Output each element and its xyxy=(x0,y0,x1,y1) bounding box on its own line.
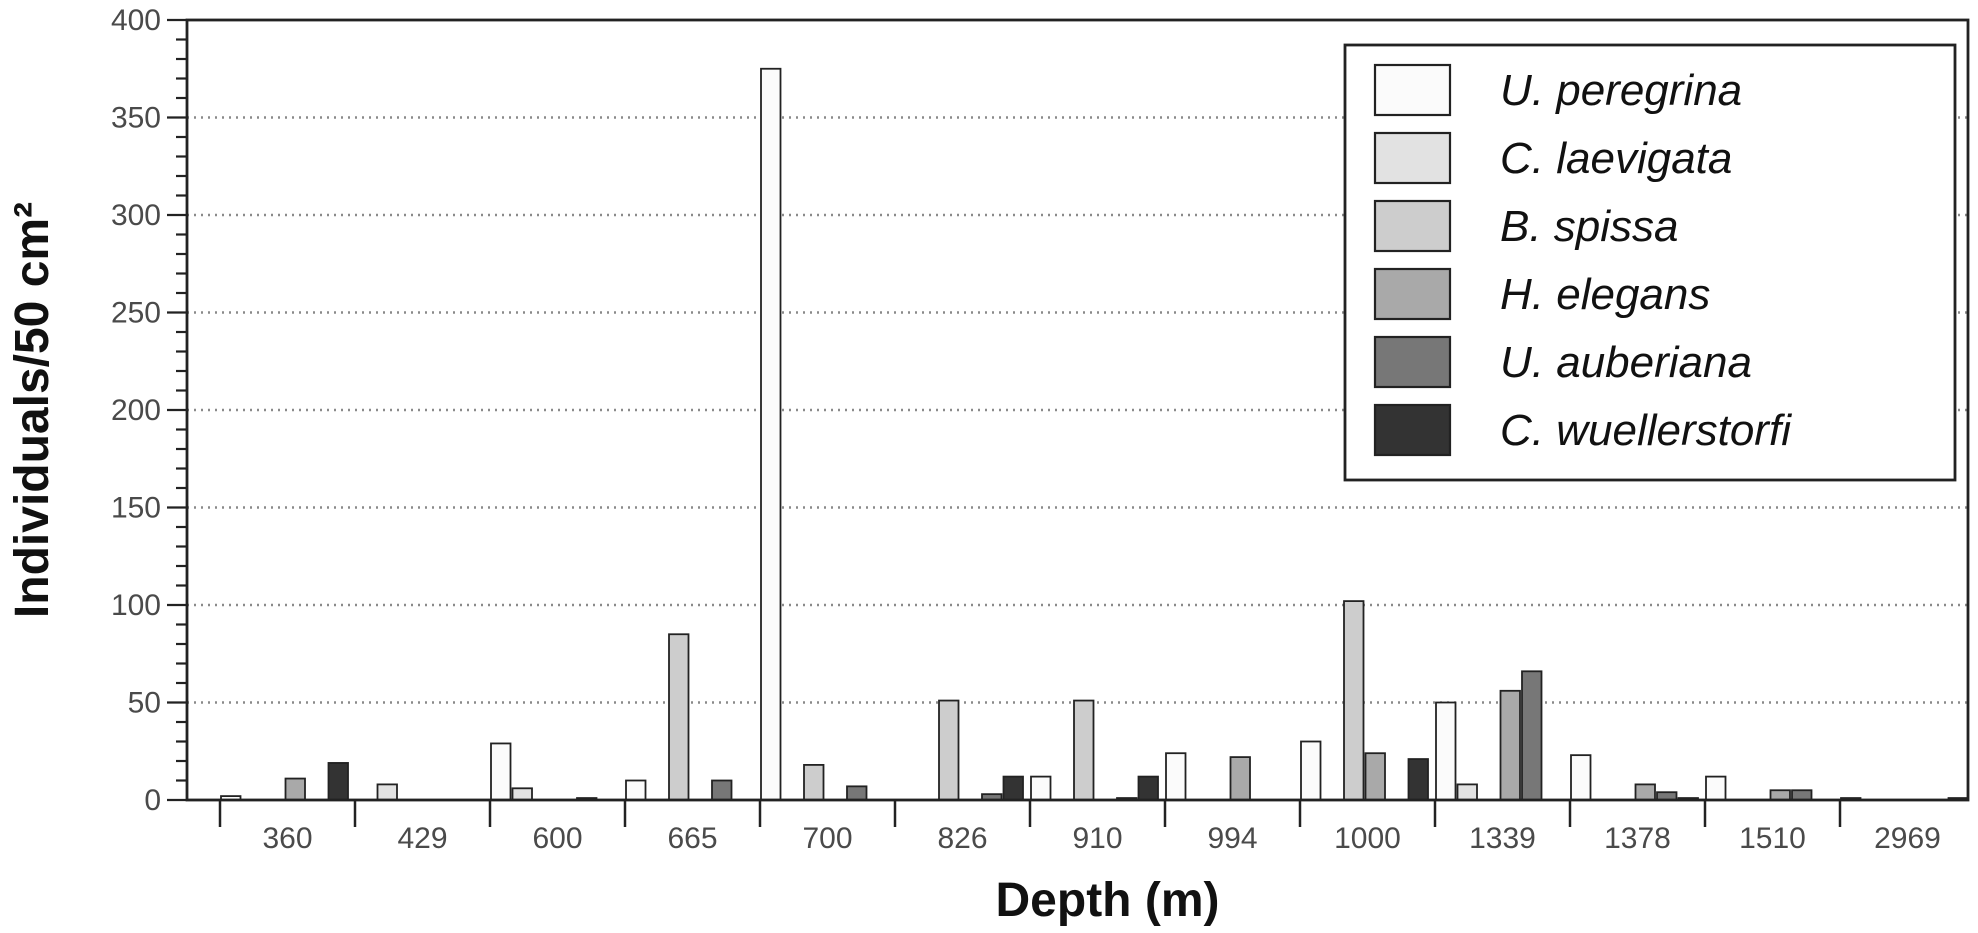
legend-swatch xyxy=(1373,199,1452,253)
legend-swatch xyxy=(1373,403,1452,457)
x-tick-label: 1000 xyxy=(1334,822,1401,855)
bar xyxy=(1456,783,1478,801)
y-axis-title: Individuals/50 cm² xyxy=(6,202,59,618)
x-tick-label: 826 xyxy=(937,822,987,855)
legend-label: U. peregrina xyxy=(1500,66,1742,115)
legend-swatch xyxy=(1373,267,1452,321)
y-tick-label: 50 xyxy=(128,687,161,720)
x-tick-label: 2969 xyxy=(1874,822,1941,855)
legend-label: H. elegans xyxy=(1500,270,1710,319)
bar xyxy=(490,742,512,801)
x-tick-label: 910 xyxy=(1072,822,1122,855)
plot-frame xyxy=(185,18,1970,802)
legend-label: B. spissa xyxy=(1500,202,1679,251)
bar xyxy=(284,777,306,801)
bar xyxy=(668,633,690,801)
bar xyxy=(1570,754,1592,801)
bar xyxy=(1300,740,1322,801)
legend-label: C. laevigata xyxy=(1500,134,1732,183)
bar xyxy=(1634,783,1656,801)
x-tick-label: 1378 xyxy=(1604,822,1671,855)
bar xyxy=(327,762,349,801)
y-tick-label: 300 xyxy=(111,199,161,232)
x-tick-label: 360 xyxy=(262,822,312,855)
bar xyxy=(1030,775,1052,801)
x-axis-title: Depth (m) xyxy=(996,874,1220,927)
bar xyxy=(1407,758,1429,801)
y-tick-label: 350 xyxy=(111,102,161,135)
bar xyxy=(938,699,960,801)
bar xyxy=(1343,600,1365,801)
x-tick-label: 600 xyxy=(532,822,582,855)
x-tick-label: 994 xyxy=(1207,822,1257,855)
bar xyxy=(1705,775,1727,801)
bar xyxy=(803,764,825,801)
y-tick-label: 100 xyxy=(111,589,161,622)
y-tick-label: 200 xyxy=(111,394,161,427)
y-tick-label: 150 xyxy=(111,492,161,525)
bar xyxy=(1435,701,1457,801)
bars xyxy=(220,67,1969,801)
bar xyxy=(376,783,398,801)
bar xyxy=(760,67,782,801)
legend-label: C. wuellerstorfi xyxy=(1500,406,1792,455)
bar xyxy=(1137,775,1159,801)
bar xyxy=(1791,789,1813,801)
x-tick-label: 1510 xyxy=(1739,822,1806,855)
bar xyxy=(1002,775,1024,801)
bar xyxy=(511,787,533,801)
legend-label: U. auberiana xyxy=(1500,338,1752,387)
legend: U. peregrina C. laevigata B. spissa H. eleg… xyxy=(1343,43,1957,482)
y-tick-label: 400 xyxy=(111,4,161,37)
bar xyxy=(1165,752,1187,801)
y-tick-label: 0 xyxy=(144,784,161,817)
y-tick-label: 250 xyxy=(111,297,161,330)
legend-swatch xyxy=(1373,335,1452,389)
legend-swatch xyxy=(1373,131,1452,185)
bar xyxy=(1769,789,1791,801)
bar xyxy=(1499,689,1521,801)
bar xyxy=(1229,756,1251,801)
legend-swatch xyxy=(1373,63,1452,117)
x-tick-label: 700 xyxy=(802,822,852,855)
bar xyxy=(625,779,647,801)
bar xyxy=(846,785,868,801)
bar xyxy=(711,779,733,801)
x-tick-label: 665 xyxy=(667,822,717,855)
axes xyxy=(167,18,1970,827)
tick-labels: 360 429 600 665 700 826 910 994 1000 1339 1378 1510… xyxy=(111,4,1941,855)
x-tick-label: 1339 xyxy=(1469,822,1536,855)
bar xyxy=(1073,699,1095,801)
bar xyxy=(1521,670,1543,801)
x-tick-label: 429 xyxy=(397,822,447,855)
bar xyxy=(1364,752,1386,801)
